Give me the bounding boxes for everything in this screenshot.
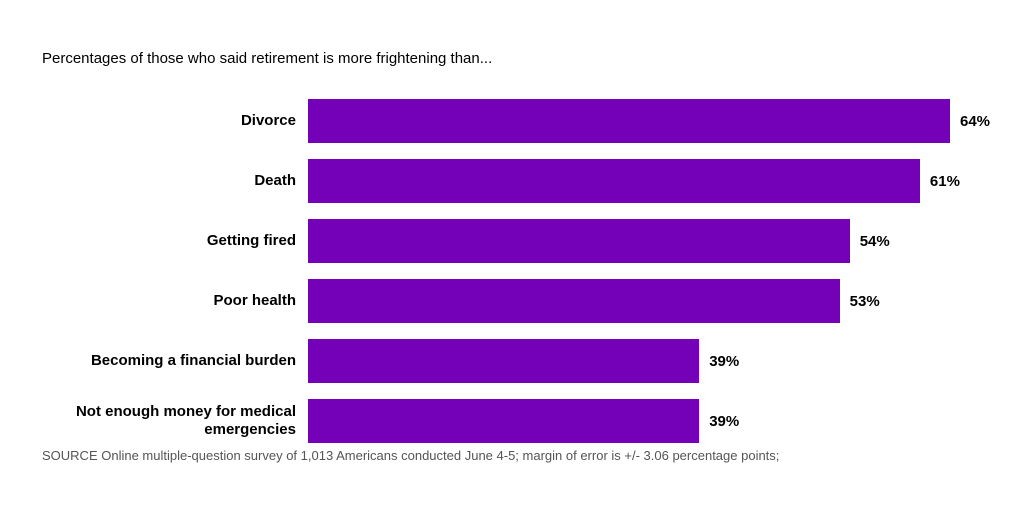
value-label: 64% [960,113,990,130]
bar-area: 54% [308,219,990,263]
bar-row: Poor health 53% [42,279,990,323]
bar [308,159,920,203]
value-label: 53% [850,293,880,310]
category-label: Poor health [42,292,308,310]
bar-row: Not enough money for medical emergencies… [42,399,990,443]
bar-area: 39% [308,339,990,383]
bar-row: Getting fired 54% [42,219,990,263]
bar-row: Divorce 64% [42,99,990,143]
category-label: Getting fired [42,232,308,250]
chart-title: Percentages of those who said retirement… [42,50,990,67]
bar-row: Becoming a financial burden 39% [42,339,990,383]
category-label: Divorce [42,112,308,130]
category-label: Death [42,172,308,190]
value-label: 39% [709,353,739,370]
bar-area: 64% [308,99,990,143]
value-label: 61% [930,173,960,190]
value-label: 54% [860,233,890,250]
bar [308,219,850,263]
bar [308,99,950,143]
bar-area: 61% [308,159,990,203]
bar [308,279,840,323]
category-label: Not enough money for medical emergencies [42,403,308,439]
bar-chart: Divorce 64% Death 61% Getting fired 54% Poor h… [42,99,990,443]
value-label: 39% [709,413,739,430]
bar [308,339,699,383]
category-label: Becoming a financial burden [42,352,308,370]
bar-area: 53% [308,279,990,323]
bar [308,399,699,443]
chart-container: Percentages of those who said retirement… [0,0,1032,505]
source-note: SOURCE Online multiple-question survey o… [42,448,779,463]
bar-area: 39% [308,399,990,443]
bar-row: Death 61% [42,159,990,203]
